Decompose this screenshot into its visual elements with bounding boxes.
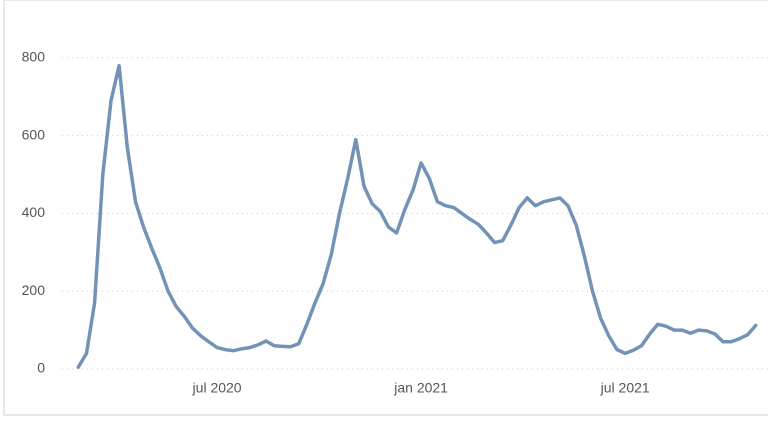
y-tick-label: 600 — [22, 126, 46, 142]
y-tick-label: 800 — [22, 49, 46, 65]
y-tick-label: 0 — [37, 360, 45, 376]
data-line — [76, 63, 758, 369]
y-tick-label: 400 — [22, 204, 46, 220]
x-tick-label: jan 2021 — [393, 380, 448, 396]
x-tick-label: jul 2020 — [192, 380, 242, 396]
chart-frame — [3, 0, 768, 416]
x-tick-label: jul 2021 — [600, 380, 650, 396]
y-tick-label: 200 — [22, 282, 46, 298]
